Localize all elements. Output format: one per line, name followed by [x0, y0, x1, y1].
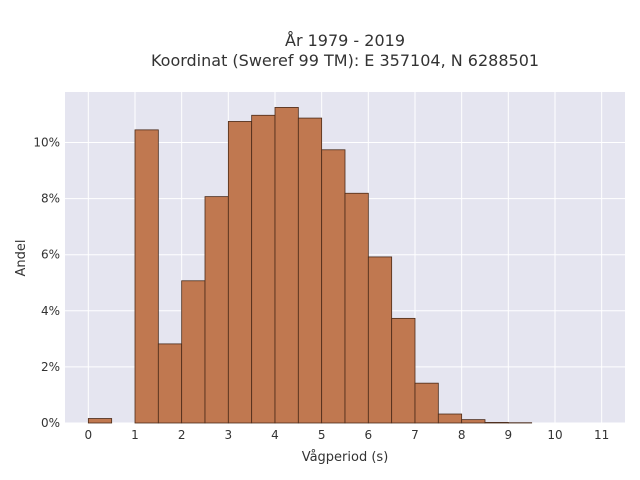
histogram-bar [297, 117, 323, 424]
histogram-bar [181, 280, 206, 424]
y-axis-title: Andel [14, 240, 29, 277]
y-tick-label: 10% [33, 135, 60, 149]
histogram-bar [391, 317, 416, 424]
x-tick-label: 9 [505, 428, 513, 442]
x-tick-label: 11 [594, 428, 609, 442]
x-tick-label: 0 [85, 428, 93, 442]
histogram-bar [157, 343, 183, 424]
histogram-bar [134, 129, 159, 424]
x-tick-label: 7 [411, 428, 419, 442]
x-tick-label: 4 [271, 428, 279, 442]
histogram-bar [367, 256, 393, 424]
histogram-bar [87, 418, 113, 424]
histogram-bar [484, 422, 509, 424]
x-tick-label: 2 [178, 428, 186, 442]
histogram-bar [437, 413, 463, 424]
bars [87, 107, 533, 424]
x-tick-label: 5 [318, 428, 326, 442]
histogram-bar [251, 114, 276, 424]
x-tick-label: 8 [458, 428, 466, 442]
chart-title: År 1979 - 2019 [285, 31, 405, 50]
x-tick-labels: 0 1 2 3 4 5 6 7 8 9 10 11 [85, 428, 610, 442]
x-tick-label: 1 [131, 428, 139, 442]
histogram-bar [414, 382, 439, 424]
x-axis-title: Vågperiod (s) [302, 450, 389, 465]
histogram-bar [461, 419, 486, 424]
x-tick-label: 10 [547, 428, 562, 442]
y-tick-label: 0% [41, 416, 60, 430]
histogram-bar [204, 196, 229, 424]
x-tick-label: 6 [365, 428, 373, 442]
y-tick-label: 4% [41, 304, 60, 318]
histogram-bar [274, 107, 299, 424]
histogram-bar [227, 121, 253, 424]
y-tick-label: 6% [41, 248, 60, 262]
y-tick-labels: 0% 2% 4% 6% 8% 10% [33, 135, 60, 430]
histogram-bar [344, 192, 369, 424]
x-tick-label: 3 [225, 428, 233, 442]
histogram-bar [321, 149, 346, 424]
y-tick-label: 8% [41, 192, 60, 206]
y-tick-label: 2% [41, 360, 60, 374]
chart-subtitle: Koordinat (Sweref 99 TM): E 357104, N 62… [151, 51, 539, 70]
